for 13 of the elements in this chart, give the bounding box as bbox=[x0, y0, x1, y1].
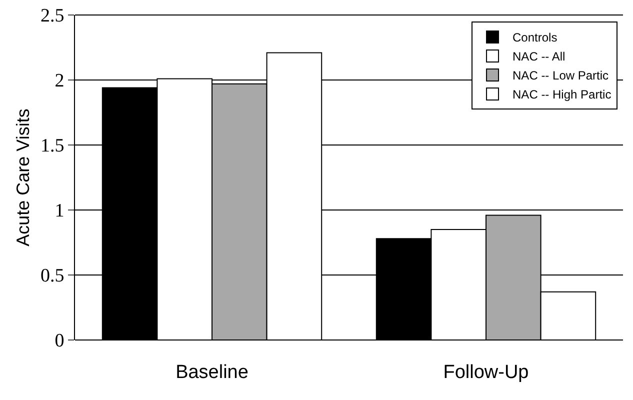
y-tick-label: 1.5 bbox=[40, 136, 64, 157]
y-axis-title: Acute Care Visits bbox=[13, 108, 33, 246]
y-tick-label: 0.5 bbox=[40, 266, 64, 287]
y-tick-label: 2.5 bbox=[40, 6, 64, 27]
x-tick-label: Follow-Up bbox=[443, 362, 529, 383]
y-tick-label: 2 bbox=[54, 70, 64, 92]
legend-label: NAC -- High Partic bbox=[512, 88, 612, 102]
y-tick-label: 0 bbox=[54, 330, 64, 352]
y-tick-label: 1 bbox=[54, 200, 64, 222]
legend-label: NAC -- All bbox=[512, 50, 566, 64]
legend-label: Controls bbox=[512, 30, 558, 45]
legend-label: NAC -- Low Partic bbox=[512, 68, 609, 83]
x-tick-label: Baseline bbox=[176, 362, 248, 383]
